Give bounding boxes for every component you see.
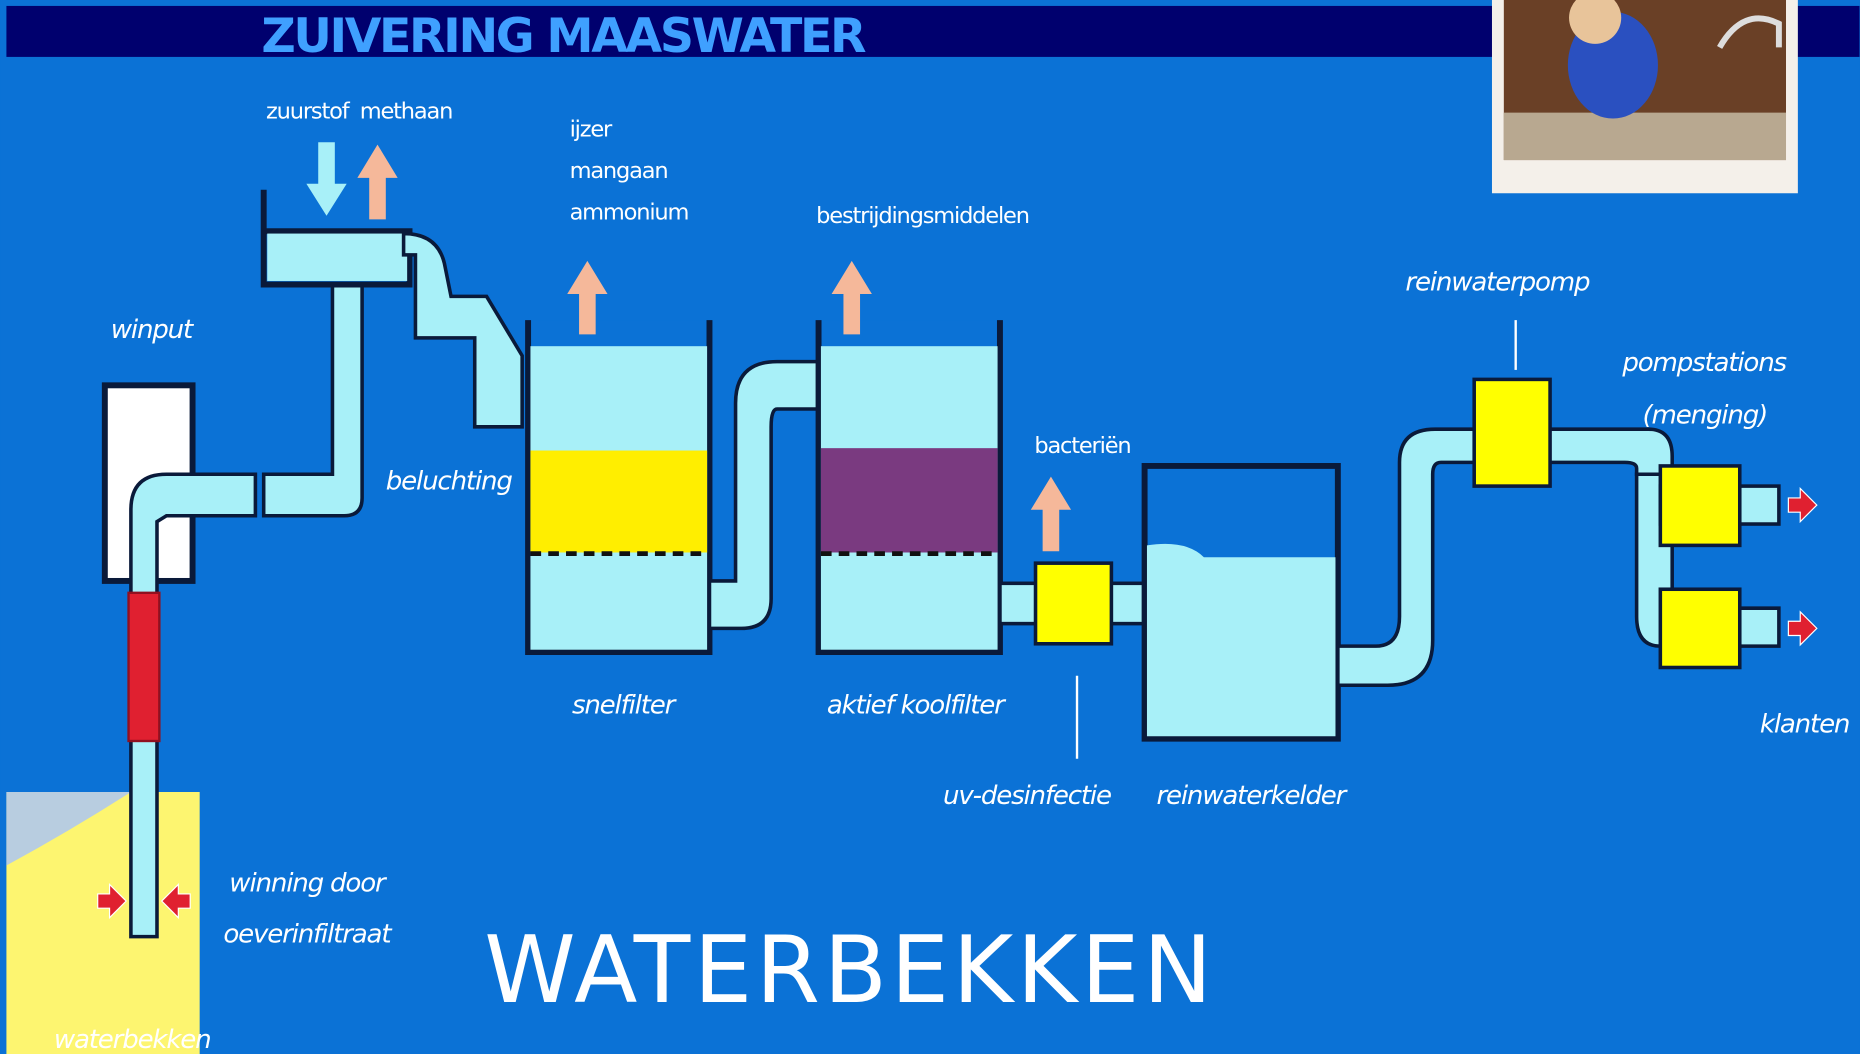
cascade xyxy=(401,231,524,429)
reinwaterpomp-unit xyxy=(1472,377,1552,488)
label: (menging) xyxy=(1643,400,1768,430)
label: winning door xyxy=(229,869,388,899)
pompstation xyxy=(1658,464,1742,548)
label: bestrijdingsmiddelen xyxy=(816,203,1029,229)
label: zuurstof xyxy=(266,99,351,125)
reinwater xyxy=(1146,543,1336,737)
arrows-out xyxy=(357,144,1072,552)
surface-water xyxy=(6,791,131,866)
sand-layer xyxy=(530,450,708,553)
heading: WATERBEKKEN xyxy=(484,916,1215,1024)
label: reinwaterkelder xyxy=(1156,781,1348,811)
label: mangaan xyxy=(570,158,668,184)
label: methaan xyxy=(360,99,452,125)
label: reinwaterpomp xyxy=(1405,267,1590,297)
pipe xyxy=(707,359,821,631)
red-arrows xyxy=(97,487,1818,920)
carbon-layer xyxy=(820,448,998,553)
label: waterbekken xyxy=(54,1025,211,1054)
label: bacteriën xyxy=(1034,433,1130,459)
label: klanten xyxy=(1760,710,1849,740)
photo xyxy=(1491,0,1798,194)
aeration-water xyxy=(267,233,408,281)
label: beluchting xyxy=(386,467,513,497)
uv-unit xyxy=(1033,561,1114,646)
label: ammonium xyxy=(570,199,689,225)
label: uv-desinfectie xyxy=(943,781,1111,811)
label: pompstations xyxy=(1621,348,1787,378)
title: ZUIVERING MAASWATER xyxy=(261,9,866,64)
label: ijzer xyxy=(570,116,613,142)
label: oeverinfiltraat xyxy=(223,920,393,950)
arrow-in xyxy=(306,142,347,216)
pompstation xyxy=(1658,587,1742,670)
label: winput xyxy=(111,315,195,345)
pump-segment xyxy=(127,591,161,743)
label: aktief koolfilter xyxy=(827,691,1007,721)
label: snelfilter xyxy=(572,691,678,721)
pipe xyxy=(1336,427,1674,688)
aeration-wall xyxy=(260,189,413,288)
